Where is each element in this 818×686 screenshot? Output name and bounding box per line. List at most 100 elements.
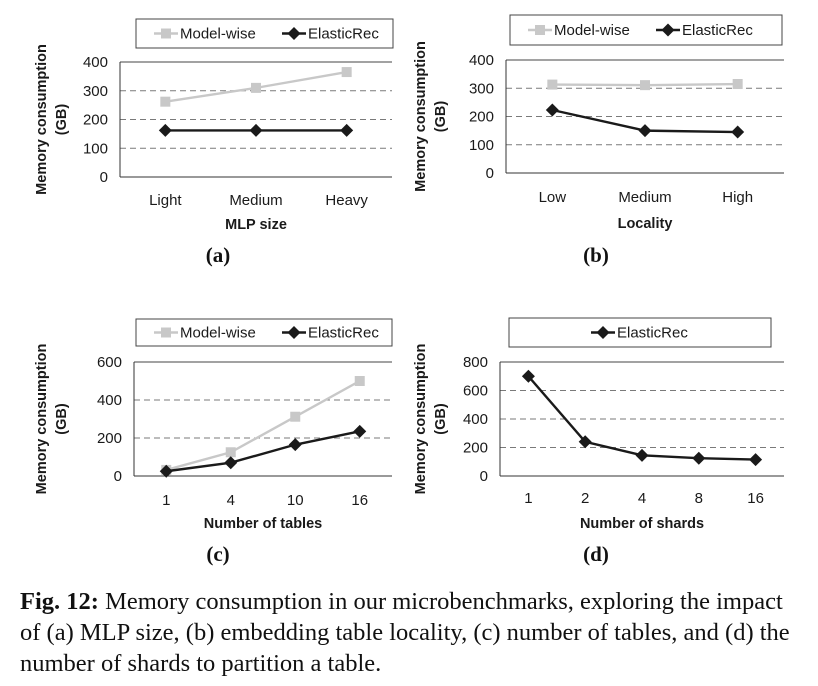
- data-point-elasticrec: [353, 424, 367, 438]
- x-tick-label: 1: [524, 490, 532, 507]
- y-tick-label: 0: [486, 165, 494, 182]
- legend-box: [509, 14, 783, 46]
- legend-marker-model-wise: [161, 327, 171, 338]
- panel-label: (c): [206, 542, 229, 566]
- data-point-model-wise: [160, 96, 171, 107]
- data-point-model-wise: [290, 411, 301, 422]
- legend-marker-elasticrec: [287, 326, 301, 339]
- legend-marker-elasticrec: [596, 326, 610, 339]
- series-line-elasticrec: [166, 430, 360, 473]
- y-tick-label: 600: [97, 354, 122, 371]
- legend-box: [508, 317, 772, 348]
- data-point-model-wise: [251, 82, 261, 93]
- x-tick-label: Light: [149, 192, 182, 209]
- x-tick-label: Medium: [618, 189, 671, 206]
- x-axis-title: Number of tables: [204, 516, 322, 532]
- panel-label: (b): [583, 243, 609, 267]
- y-tick-label: 200: [463, 440, 488, 457]
- x-tick-label: 1: [162, 492, 170, 509]
- y-tick-label: 100: [469, 137, 494, 154]
- chart-panel-4: 0 200 400 600 800 1 2 4 8 16 Number of shards Memor…: [413, 317, 784, 566]
- x-tick-label: 2: [581, 490, 589, 507]
- panel-label: (a): [206, 243, 231, 267]
- x-axis-title: Locality: [618, 216, 673, 232]
- y-axis-title-line2: (GB): [54, 104, 70, 136]
- data-point-elasticrec: [224, 456, 238, 470]
- y-axis-title-line1: Memory consumption: [413, 344, 429, 495]
- data-point-elasticrec: [545, 103, 559, 117]
- y-tick-label: 800: [463, 354, 488, 371]
- y-axis-title-line2: (GB): [433, 403, 449, 435]
- data-point-model-wise: [547, 79, 558, 90]
- data-point-model-wise: [640, 80, 650, 91]
- caption-label: Fig. 12:: [20, 588, 99, 615]
- series-line-model-wise: [165, 379, 361, 472]
- x-axis-title: MLP size: [225, 217, 287, 233]
- y-tick-label: 400: [469, 52, 494, 69]
- y-axis-title-line1: Memory consumption: [34, 44, 50, 195]
- legend-box: [135, 18, 394, 49]
- x-tick-label: 16: [351, 492, 368, 509]
- figure-caption: Fig. 12: Memory consumption in our micro…: [20, 586, 800, 679]
- data-point-elasticrec: [638, 124, 652, 138]
- y-tick-label: 300: [83, 83, 108, 100]
- y-axis-title: Memory consumption (GB): [413, 41, 449, 192]
- x-tick-label: Heavy: [325, 192, 368, 209]
- legend-marker-model-wise: [161, 28, 171, 39]
- x-tick-label: High: [722, 189, 753, 206]
- x-tick-label: 16: [747, 490, 764, 507]
- data-point-elasticrec: [521, 369, 535, 383]
- y-axis-title-line1: Memory consumption: [34, 344, 50, 495]
- data-point-elasticrec: [692, 451, 706, 465]
- y-tick-label: 200: [83, 112, 108, 129]
- x-tick-label: 4: [227, 492, 235, 509]
- y-tick-label: 100: [83, 140, 108, 157]
- data-point-elasticrec: [749, 453, 763, 467]
- legend-label: ElasticRec: [682, 22, 753, 39]
- panel-label: (d): [583, 542, 609, 566]
- legend-label: ElasticRec: [617, 325, 688, 342]
- legend-label: ElasticRec: [308, 325, 379, 342]
- y-axis-title: Memory consumption (GB): [34, 44, 70, 195]
- data-point-model-wise: [225, 447, 236, 458]
- legend-label: ElasticRec: [308, 26, 379, 43]
- y-tick-label: 0: [100, 169, 108, 186]
- chart-panel-2: 0 100 200 300 400 Low Medium High Locality Memory…: [413, 14, 784, 267]
- y-axis-title-line1: Memory consumption: [413, 41, 429, 192]
- legend-label: Model-wise: [180, 325, 256, 342]
- x-tick-label: Low: [539, 189, 567, 206]
- data-point-elasticrec: [731, 125, 745, 139]
- x-tick-label: 10: [287, 492, 304, 509]
- y-tick-label: 0: [114, 468, 122, 485]
- legend-marker-elasticrec: [287, 27, 301, 40]
- data-point-elasticrec: [159, 464, 173, 478]
- data-point-model-wise: [354, 376, 365, 386]
- legend-box: [135, 318, 393, 347]
- y-axis-title-line2: (GB): [433, 101, 449, 133]
- x-tick-label: 4: [638, 490, 646, 507]
- chart-panel-3: 0 200 400 600 1 4 10 16 Number of tables Memory c…: [34, 318, 393, 566]
- y-tick-label: 0: [480, 468, 488, 485]
- data-point-elasticrec: [340, 123, 354, 137]
- caption-text: Memory consumption in our microbenchmark…: [20, 588, 790, 677]
- data-point-elasticrec: [635, 448, 649, 462]
- y-axis-title-line2: (GB): [54, 403, 70, 435]
- y-tick-label: 400: [97, 392, 122, 409]
- x-tick-label: 8: [695, 490, 703, 507]
- y-tick-label: 300: [469, 80, 494, 97]
- data-point-elasticrec: [158, 123, 172, 137]
- y-tick-label: 200: [97, 430, 122, 447]
- y-tick-label: 200: [469, 109, 494, 126]
- data-point-elasticrec: [578, 435, 592, 449]
- x-axis-title: Number of shards: [580, 516, 704, 532]
- data-point-elasticrec: [288, 438, 302, 452]
- chart-panel-1: 0 100 200 300 400 Light Medium Heavy MLP size Mem…: [34, 18, 394, 267]
- x-tick-label: Medium: [229, 192, 282, 209]
- y-axis-title: Memory consumption (GB): [413, 344, 449, 495]
- legend-label: Model-wise: [180, 26, 256, 43]
- data-point-model-wise: [341, 67, 352, 78]
- y-axis-title: Memory consumption (GB): [34, 344, 70, 495]
- legend-marker-elasticrec: [661, 23, 675, 37]
- y-tick-label: 600: [463, 383, 488, 400]
